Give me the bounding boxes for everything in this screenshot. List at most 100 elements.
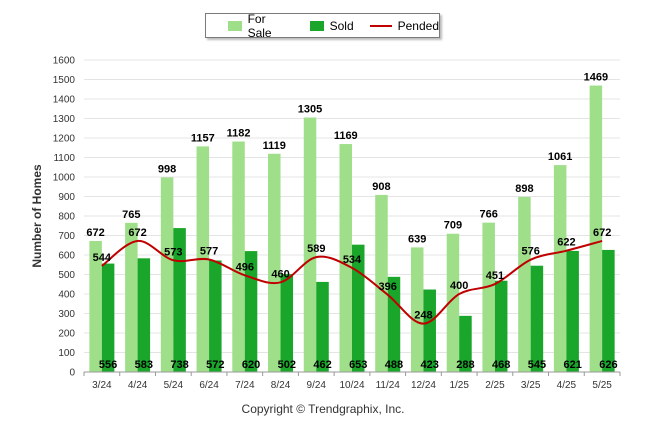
y-tick-label: 800 — [58, 212, 75, 223]
legend-pended-label: Pended — [397, 18, 439, 33]
sold-data-label: 572 — [206, 359, 224, 371]
x-tick-label: 1/25 — [449, 380, 469, 391]
pended-data-label: 672 — [593, 227, 611, 239]
sold-bar — [602, 249, 615, 372]
y-tick-label: 0 — [69, 368, 75, 379]
y-tick-label: 1400 — [53, 95, 76, 106]
for-sale-bar — [375, 194, 388, 372]
for-sale-bar — [303, 117, 317, 373]
sold-data-label: 288 — [456, 359, 474, 371]
for-sale-bar — [482, 222, 495, 372]
y-tick-label: 1500 — [53, 75, 76, 86]
x-tick-label: 3/24 — [92, 380, 112, 391]
sold-data-label: 468 — [492, 359, 510, 371]
x-tick-label: 5/25 — [592, 380, 612, 391]
pended-data-label: 622 — [557, 237, 575, 249]
y-tick-label: 100 — [58, 348, 75, 359]
y-tick-label: 1100 — [53, 153, 75, 164]
sold-data-label: 556 — [99, 359, 117, 371]
for-sale-data-label: 765 — [122, 209, 140, 221]
sold-data-label: 621 — [563, 359, 581, 371]
pended-data-label: 576 — [521, 246, 539, 258]
y-tick-label: 700 — [58, 231, 75, 242]
x-tick-label: 10/24 — [339, 380, 364, 391]
y-tick-label: 500 — [58, 270, 75, 281]
sold-data-label: 545 — [528, 359, 546, 371]
for-sale-data-label: 998 — [158, 163, 176, 175]
pended-data-label: 534 — [343, 254, 362, 266]
for-sale-bar — [553, 165, 567, 372]
y-tick-label: 200 — [58, 329, 75, 340]
for-sale-data-label: 1157 — [191, 132, 215, 144]
sold-bar — [209, 260, 222, 372]
for-sale-bar — [339, 144, 352, 372]
sold-data-label: 502 — [278, 359, 296, 371]
sold-bar — [137, 258, 151, 372]
pended-data-label: 573 — [164, 246, 182, 258]
legend-item-sold: Sold — [309, 18, 354, 33]
sold-bar — [566, 250, 579, 372]
sold-bar — [280, 274, 294, 372]
legend: For Sale Sold Pended — [205, 12, 440, 40]
pended-data-label: 577 — [200, 245, 218, 257]
x-tick-label: 9/24 — [307, 380, 327, 391]
sold-data-label: 653 — [349, 359, 367, 371]
pended-data-label: 544 — [93, 252, 112, 264]
sold-data-label: 620 — [242, 359, 260, 371]
pended-data-label: 248 — [414, 310, 432, 322]
for-sale-data-label: 1305 — [298, 104, 322, 116]
for-sale-bar — [410, 247, 424, 372]
pended-data-label: 589 — [307, 243, 325, 255]
for-sale-data-label: 908 — [372, 181, 390, 193]
for-sale-data-label: 1061 — [548, 151, 572, 163]
for-sale-data-label: 766 — [480, 209, 498, 221]
x-tick-label: 4/25 — [557, 380, 577, 391]
for-sale-bar — [446, 233, 460, 372]
sold-bar — [530, 265, 544, 372]
sold-data-label: 488 — [385, 359, 403, 371]
for-sale-data-label: 1119 — [263, 140, 286, 152]
pended-data-label: 460 — [271, 268, 289, 280]
for-sale-bar — [268, 153, 281, 372]
x-tick-label: 5/24 — [164, 380, 184, 391]
pended-data-label: 451 — [486, 270, 504, 282]
sold-data-label: 423 — [421, 359, 439, 371]
x-tick-label: 12/24 — [411, 380, 436, 391]
for-sale-data-label: 898 — [515, 183, 533, 195]
y-tick-label: 1000 — [53, 173, 76, 184]
for-sale-bar — [589, 85, 603, 373]
y-tick-label: 600 — [58, 251, 75, 262]
for-sale-bar — [518, 196, 531, 372]
legend-for-sale-label: For Sale — [247, 11, 272, 40]
sold-data-label: 626 — [599, 359, 617, 371]
pended-line — [101, 239, 603, 325]
sold-bar — [173, 228, 186, 372]
x-tick-label: 2/25 — [485, 380, 505, 391]
sold-swatch — [309, 20, 324, 31]
sold-bar — [352, 244, 365, 372]
for-sale-bar — [89, 240, 102, 372]
pended-data-label: 400 — [450, 280, 468, 292]
legend-item-for-sale: For Sale — [228, 12, 292, 40]
legend-item-pended: Pended — [369, 18, 439, 33]
y-tick-label: 1200 — [53, 134, 76, 145]
copyright-text: Copyright © Trendgraphix, Inc. — [241, 402, 405, 416]
sold-data-label: 738 — [170, 359, 188, 371]
sold-bar — [423, 289, 436, 372]
x-tick-label: 3/25 — [521, 380, 541, 391]
pended-data-label: 396 — [379, 281, 397, 293]
pended-data-label: 672 — [128, 227, 146, 239]
sold-bar — [244, 251, 258, 372]
x-tick-label: 8/24 — [271, 380, 291, 391]
y-tick-label: 900 — [58, 192, 75, 203]
y-tick-label: 1300 — [53, 114, 76, 125]
for-sale-data-label: 639 — [408, 233, 426, 245]
for-sale-data-label: 1182 — [227, 128, 251, 140]
legend-sold-label: Sold — [329, 18, 354, 33]
for-sale-bar — [232, 141, 245, 372]
for-sale-data-label: 1169 — [334, 130, 358, 142]
for-sale-bar — [125, 222, 138, 372]
sold-data-label: 583 — [135, 359, 153, 371]
for-sale-data-label: 672 — [86, 227, 104, 239]
sold-bar — [101, 263, 115, 372]
